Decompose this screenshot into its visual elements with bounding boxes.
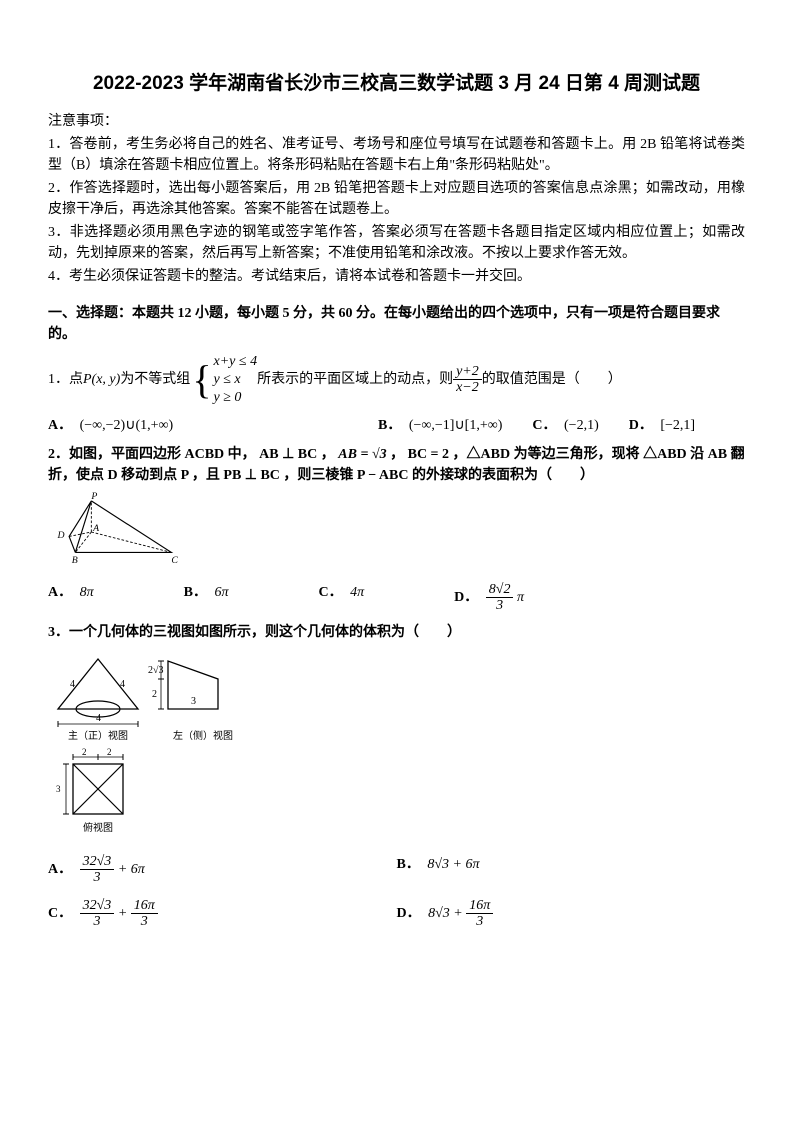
q3-c1-num: 32√3 — [80, 898, 115, 914]
choice-label-d: D． — [397, 906, 421, 921]
svg-text:A: A — [92, 523, 99, 534]
choice-label-b: B． — [397, 857, 420, 872]
q2-choice-d-frac: 8√2 3 — [486, 582, 514, 614]
svg-text:俯视图: 俯视图 — [83, 821, 113, 834]
choice-label-a: A． — [48, 585, 72, 600]
svg-text:2: 2 — [107, 747, 112, 757]
q1-choice-d: [−2,1] — [660, 418, 695, 433]
q3-c-frac1: 32√3 3 — [80, 898, 115, 930]
choice-label-c: C． — [319, 585, 343, 600]
svg-text:B: B — [72, 555, 78, 566]
q3-choices: A． 32√3 3 + 6π B． 8√3 + 6π C． 32√3 3 + 1… — [48, 854, 745, 930]
svg-text:3: 3 — [191, 696, 196, 707]
q1-frac-num: y+2 — [453, 364, 482, 380]
q1-mid2: 所表示的平面区域上的动点，则 — [257, 369, 453, 390]
q3-c-frac2: 16π 3 — [131, 898, 158, 930]
q2-text-a: 2．如图，平面四边形 ACBD 中， AB ⊥ BC ， — [48, 447, 335, 462]
q2-text-c: 折，使点 D 移动到点 P ，且 PB ⊥ BC ，则三棱锥 P − ABC 的… — [48, 465, 745, 486]
svg-text:2√3: 2√3 — [148, 665, 164, 676]
q1-fraction: y+2 x−2 — [453, 364, 482, 396]
q2-d-num: 8√2 — [486, 582, 514, 598]
q3-a-den: 3 — [90, 870, 103, 885]
q3-c2-num: 16π — [131, 898, 158, 914]
three-view-diagram: 4 4 4 主（正）视图 3 2√3 2 左（侧）视图 2 — [48, 649, 268, 839]
q1-choice-a: (−∞,−2)∪(1,+∞) — [80, 418, 174, 433]
tetrahedron-diagram: P D A B C — [48, 492, 188, 572]
svg-text:C: C — [171, 555, 178, 566]
q3-d-pre: 8√3 + — [428, 906, 466, 921]
q3-choice-b: 8√3 + 6π — [427, 857, 479, 872]
q3-c1-den: 3 — [90, 914, 103, 929]
q2-choice-b: 6π — [214, 585, 228, 600]
q1-choices: A． (−∞,−2)∪(1,+∞) B． (−∞,−1]∪[1,+∞) C． (… — [48, 415, 745, 436]
q1-cases: { x+y ≤ 4 y ≤ x y ≥ 0 — [190, 353, 257, 408]
svg-text:3: 3 — [56, 784, 61, 794]
question-3: 3．一个几何体的三视图如图所示，则这个几何体的体积为（ ） 4 4 4 主（正）… — [48, 622, 745, 930]
choice-label-b: B． — [378, 418, 401, 433]
notice-item: 4．考生必须保证答题卡的整洁。考试结束后，请将本试卷和答题卡一并交回。 — [48, 266, 745, 287]
q3-c2-den: 3 — [138, 914, 151, 929]
q2-d-den: 3 — [493, 598, 506, 613]
q1-case3: y ≥ 0 — [214, 389, 258, 407]
q3-d-num: 16π — [466, 898, 493, 914]
question-1: 1．点 P(x, y) 为不等式组 { x+y ≤ 4 y ≤ x y ≥ 0 … — [48, 353, 745, 437]
choice-label-c: C． — [48, 906, 72, 921]
choice-label-c: C． — [532, 418, 556, 433]
notice-item: 3．非选择题必须用黑色字迹的钢笔或签字笔作答，答案必须写在答题卡各题目指定区域内… — [48, 222, 745, 264]
choice-label-b: B． — [184, 585, 207, 600]
q3-a-frac: 32√3 3 — [80, 854, 115, 886]
q3-text: 3．一个几何体的三视图如图所示，则这个几何体的体积为（ ） — [48, 622, 745, 643]
section-heading: 一、选择题：本题共 12 小题，每小题 5 分，共 60 分。在每小题给出的四个… — [48, 303, 745, 345]
notice-item: 1．答卷前，考生务必将自己的姓名、准考证号、考场号和座位号填写在试题卷和答题卡上… — [48, 134, 745, 176]
q3-a-num: 32√3 — [80, 854, 115, 870]
q1-case1: x+y ≤ 4 — [214, 353, 258, 371]
q1-tail: 的取值范围是（ ） — [482, 369, 622, 390]
q1-mid1: 为不等式组 — [120, 369, 190, 390]
q3-d-frac: 16π 3 — [466, 898, 493, 930]
q3-a-tail: + 6π — [118, 862, 145, 877]
choice-label-d: D． — [629, 418, 653, 433]
q2-figure: P D A B C — [48, 492, 745, 572]
q3-d-den: 3 — [473, 914, 486, 929]
q1-choice-c: (−2,1) — [564, 418, 599, 433]
notice-item: 2．作答选择题时，选出每小题答案后，用 2B 铅笔把答题卡上对应题目选项的答案信… — [48, 178, 745, 220]
q3-c-plus: + — [118, 906, 131, 921]
notice-heading: 注意事项： — [48, 111, 745, 132]
svg-text:主（正）视图: 主（正）视图 — [68, 729, 128, 742]
svg-text:2: 2 — [82, 747, 87, 757]
svg-text:4: 4 — [70, 679, 75, 690]
svg-text:D: D — [57, 530, 65, 541]
q2-choice-a: 8π — [80, 585, 94, 600]
q1-choice-b: (−∞,−1]∪[1,+∞) — [409, 418, 503, 433]
q2-choice-c: 4π — [350, 585, 364, 600]
svg-text:2: 2 — [152, 689, 157, 700]
q1-frac-den: x−2 — [453, 380, 482, 395]
choice-label-a: A． — [48, 418, 72, 433]
q3-three-views: 4 4 4 主（正）视图 3 2√3 2 左（侧）视图 2 — [48, 649, 268, 846]
q1-pxy: P(x, y) — [83, 369, 120, 390]
page-title: 2022-2023 学年湖南省长沙市三校高三数学试题 3 月 24 日第 4 周… — [48, 70, 745, 99]
q2-text-b: ， BC = 2 ，△ABD 为等边三角形，现将 △ABD 沿 AB 翻 — [390, 447, 745, 462]
svg-text:4: 4 — [96, 713, 101, 724]
q1-pre: 1．点 — [48, 369, 83, 390]
q2-ab: AB = √3 — [338, 447, 386, 462]
q2-choices: A． 8π B． 6π C． 4π D． 8√2 3 π — [48, 582, 745, 614]
svg-text:P: P — [90, 492, 97, 502]
question-2: 2．如图，平面四边形 ACBD 中， AB ⊥ BC ， AB = √3 ， B… — [48, 444, 745, 614]
svg-text:左（侧）视图: 左（侧）视图 — [173, 729, 233, 742]
choice-label-a: A． — [48, 862, 72, 877]
q2-d-tail: π — [517, 590, 524, 605]
q1-case2: y ≤ x — [214, 371, 258, 389]
svg-text:4: 4 — [120, 679, 125, 690]
choice-label-d: D． — [454, 590, 478, 605]
